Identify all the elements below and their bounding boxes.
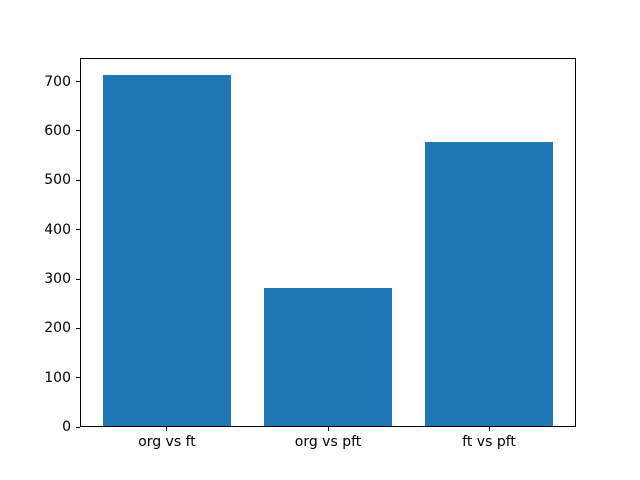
x-tick-mark-org-vs-pft [327, 427, 329, 432]
y-tick-label-100: 100 [44, 369, 71, 386]
y-tick-mark-300 [76, 278, 80, 280]
bar-org-vs-ft [102, 75, 232, 428]
plot-area [80, 57, 576, 428]
x-tick-mark-ft-vs-pft [488, 427, 490, 432]
y-tick-mark-200 [76, 327, 80, 329]
y-tick-mark-100 [76, 377, 80, 379]
y-tick-mark-600 [76, 130, 80, 132]
y-tick-label-600: 600 [44, 122, 71, 139]
x-tick-mark-org-vs-ft [166, 427, 168, 432]
x-tick-label-org-vs-ft: org vs ft [138, 434, 196, 451]
y-tick-label-0: 0 [62, 419, 71, 436]
x-tick-label-org-vs-pft: org vs pft [294, 434, 362, 451]
y-tick-label-500: 500 [44, 172, 71, 189]
y-tick-label-700: 700 [44, 73, 71, 90]
bar-ft-vs-pft [424, 142, 554, 428]
y-tick-mark-400 [76, 229, 80, 231]
y-tick-label-300: 300 [44, 271, 71, 288]
y-tick-mark-700 [76, 81, 80, 83]
y-tick-label-200: 200 [44, 320, 71, 337]
bar-org-vs-pft [263, 287, 393, 428]
y-tick-mark-0 [76, 426, 80, 428]
y-tick-label-400: 400 [44, 221, 71, 238]
x-tick-label-ft-vs-pft: ft vs pft [462, 434, 516, 451]
y-tick-mark-500 [76, 179, 80, 181]
